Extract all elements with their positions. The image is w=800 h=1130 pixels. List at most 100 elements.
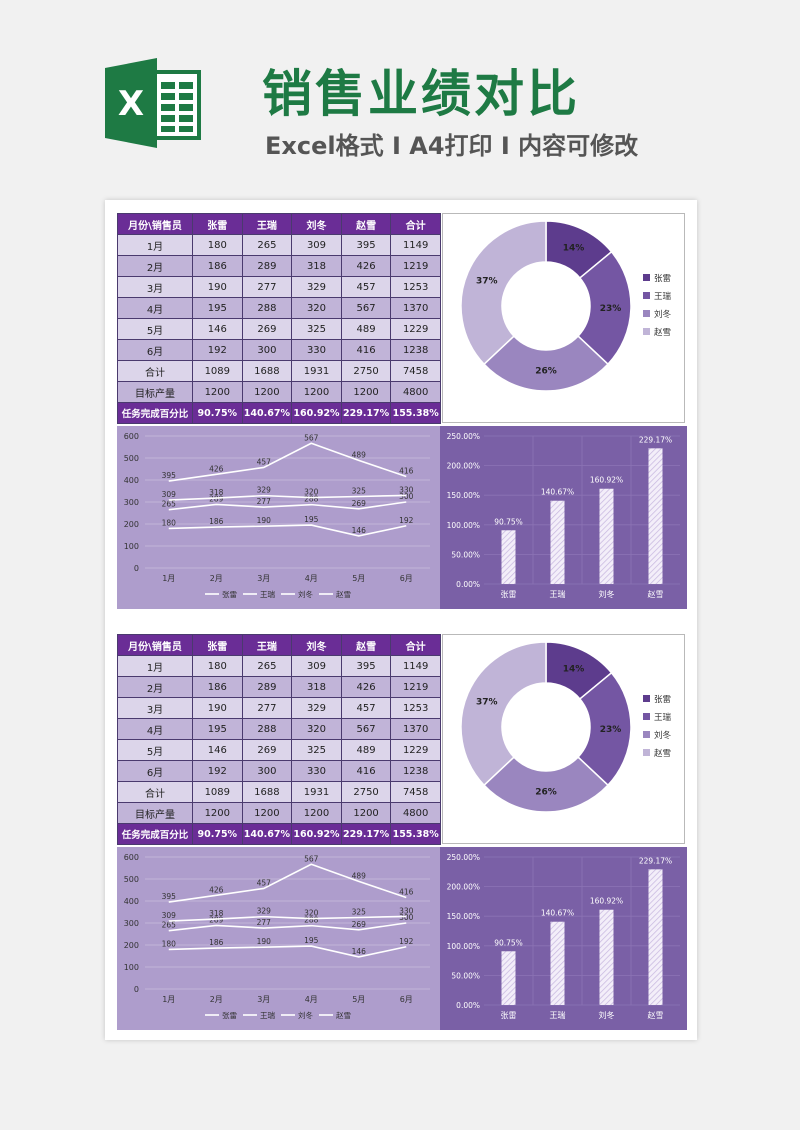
table-cell: 229.17%: [340, 402, 392, 424]
table-cell: 1089: [192, 360, 243, 382]
table-row: 2月 186 289 318 426 1219: [117, 255, 441, 277]
x-tick-label: 6月: [400, 574, 413, 583]
table-cell: 1229: [390, 739, 441, 761]
legend-swatch: [643, 292, 650, 299]
data-label: 318: [209, 488, 224, 497]
y-tick-label: 300: [124, 498, 139, 507]
table-footer-row: 任务完成百分比 90.75% 140.67% 160.92% 229.17% 155.38…: [117, 402, 441, 424]
legend-label: 赵雪: [654, 327, 671, 338]
data-label: 190: [257, 516, 272, 525]
table-cell: 90.75%: [192, 402, 243, 424]
data-label: 457: [257, 878, 272, 887]
table-cell: 2750: [340, 781, 392, 803]
legend-label: 张雷: [654, 274, 671, 284]
y-tick-label: 100: [124, 542, 139, 551]
table-row: 3月 190 277 329 457 1253: [117, 276, 441, 298]
table-cell: 合计: [390, 634, 441, 656]
y-tick-label: 0.00%: [456, 1001, 480, 1010]
data-label: 146: [352, 947, 367, 956]
x-tick-label: 刘冬: [599, 589, 615, 599]
donut-slice: [482, 335, 610, 392]
x-tick-label: 4月: [305, 995, 318, 1004]
donut-chart-panel: 14% 23% 26% 37% 张雷 王瑞 刘冬 赵雪: [442, 634, 685, 844]
table-cell: 2750: [340, 360, 392, 382]
series-line: [168, 945, 407, 958]
data-label: 277: [257, 497, 272, 506]
legend-label: 张雷: [222, 1011, 237, 1020]
data-label: 186: [209, 938, 224, 947]
table-cell: 1219: [390, 676, 441, 698]
donut-chart-panel: 14% 23% 26% 37% 张雷 王瑞 刘冬 赵雪: [442, 213, 685, 423]
data-label: 457: [257, 457, 272, 466]
legend-label: 赵雪: [336, 589, 351, 599]
table-cell: 王瑞: [241, 213, 293, 235]
table-cell: 330: [291, 760, 342, 782]
legend-label: 王瑞: [260, 1010, 275, 1020]
table-cell: 张雷: [192, 213, 243, 235]
table-cell: 195: [192, 718, 243, 740]
data-label: 180: [162, 939, 177, 948]
y-tick-label: 600: [124, 853, 139, 862]
series-line: [168, 494, 407, 501]
x-tick-label: 1月: [162, 995, 175, 1004]
slice-label: 37%: [476, 697, 498, 707]
x-tick-label: 2月: [210, 995, 223, 1004]
bar-value-label: 90.75%: [494, 938, 523, 947]
table-cell: 张雷: [192, 634, 243, 656]
series-line: [168, 863, 407, 903]
table-cell: 140.67%: [241, 402, 293, 424]
table-cell: 318: [291, 255, 342, 277]
y-tick-label: 50.00%: [451, 971, 480, 980]
table-cell: 288: [241, 718, 293, 740]
y-tick-label: 300: [124, 919, 139, 928]
table-cell: 489: [340, 739, 392, 761]
table-header-row: 月份\销售员 张雷 王瑞 刘冬 赵雪 合计: [117, 213, 441, 235]
table-cell: 320: [291, 297, 342, 319]
table-cell: 186: [192, 255, 243, 277]
donut-slice: [460, 641, 547, 787]
table-cell: 277: [241, 276, 293, 298]
table-cell: 289: [241, 676, 293, 698]
report-block: 月份\销售员 张雷 王瑞 刘冬 赵雪 合计 1月 180 265 309 395 1149 2月 186 2…: [117, 621, 687, 1030]
table-row: 3月 190 277 329 457 1253: [117, 697, 441, 719]
legend-label: 刘冬: [298, 589, 313, 599]
table-row: 1月 180 265 309 395 1149: [117, 234, 441, 256]
table-cell: 457: [340, 697, 392, 719]
legend-swatch: [643, 713, 650, 720]
y-tick-label: 250.00%: [447, 853, 480, 862]
table-cell: 1200: [340, 381, 392, 403]
bar: [501, 530, 516, 584]
bar: [599, 488, 614, 584]
table-footer-row: 任务完成百分比 90.75% 140.67% 160.92% 229.17% 155.38…: [117, 823, 441, 845]
x-tick-label: 刘冬: [599, 1010, 615, 1020]
table-cell: 6月: [117, 339, 193, 361]
data-label: 309: [162, 490, 177, 499]
table-row: 目标产量 1200 1200 1200 1200 4800: [117, 381, 441, 403]
table-cell: 457: [340, 276, 392, 298]
table-cell: 月份\销售员: [117, 213, 193, 235]
table-cell: 192: [192, 339, 243, 361]
x-tick-label: 1月: [162, 574, 175, 583]
table-cell: 合计: [117, 360, 193, 382]
slice-label: 14%: [563, 244, 585, 254]
bar: [648, 448, 663, 584]
table-cell: 2月: [117, 676, 193, 698]
sales-table: 月份\销售员 张雷 王瑞 刘冬 赵雪 合计 1月 180 265 309 395 1149 2月 186 2…: [117, 213, 441, 424]
table-cell: 329: [291, 276, 342, 298]
table-row: 6月 192 300 330 416 1238: [117, 760, 441, 782]
bar: [648, 869, 663, 1005]
data-label: 330: [399, 485, 414, 494]
table-cell: 赵雪: [340, 213, 392, 235]
y-tick-label: 0.00%: [456, 580, 480, 589]
table-cell: 288: [241, 297, 293, 319]
data-label: 186: [209, 517, 224, 526]
bar-value-label: 90.75%: [494, 517, 523, 526]
table-cell: 1200: [291, 381, 342, 403]
bar-chart-panel: 0.00% 50.00% 100.00% 150.00% 200.00% 250.00% 9…: [440, 847, 687, 1030]
table-cell: 1月: [117, 655, 193, 677]
data-label: 329: [257, 907, 272, 916]
bar-value-label: 140.67%: [541, 488, 574, 497]
table-cell: 5月: [117, 318, 193, 340]
table-cell: 146: [192, 739, 243, 761]
table-cell: 1200: [192, 802, 243, 824]
